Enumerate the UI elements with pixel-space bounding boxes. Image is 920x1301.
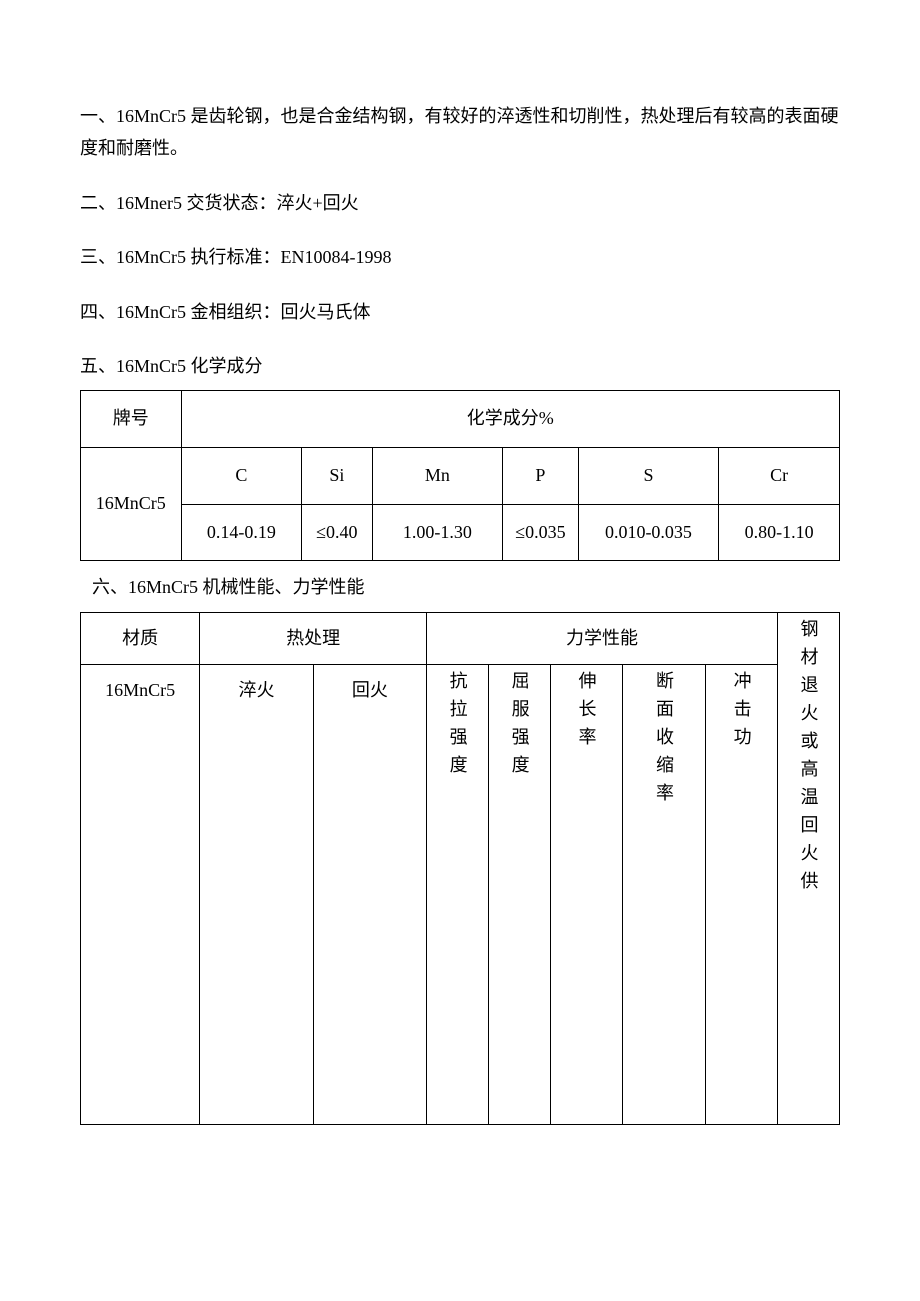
cell-elongation: 伸长率 xyxy=(551,665,623,1125)
table-row: 16MnCr5 C Si Mn P S Cr xyxy=(81,447,840,504)
table-row: 牌号 化学成分% xyxy=(81,391,840,448)
cell-grade: 16MnCr5 xyxy=(81,665,200,1125)
header-heat-treatment: 热处理 xyxy=(200,612,427,665)
cell-impact: 冲击功 xyxy=(706,665,778,1125)
cell-element: C xyxy=(181,447,302,504)
cell-element: Si xyxy=(302,447,372,504)
cell-grade: 16MnCr5 xyxy=(81,447,182,560)
cell-element: Cr xyxy=(719,447,840,504)
cell-quench: 淬火 xyxy=(200,665,313,1125)
paragraph-6: 六、16MnCr5 机械性能、力学性能 xyxy=(80,571,840,603)
cell-element: P xyxy=(503,447,578,504)
paragraph-2: 二、16Mner5 交货状态：淬火+回火 xyxy=(80,187,840,219)
table-row: 16MnCr5 淬火 回火 抗拉强度 屈服强度 伸长率 断面收缩率 冲击功 xyxy=(81,665,840,1125)
chemical-composition-table: 牌号 化学成分% 16MnCr5 C Si Mn P S Cr 0.14-0.1… xyxy=(80,390,840,561)
paragraph-4: 四、16MnCr5 金相组织：回火马氏体 xyxy=(80,296,840,328)
cell-value: 0.80-1.10 xyxy=(719,504,840,561)
cell-tensile: 抗拉强度 xyxy=(427,665,489,1125)
mechanical-properties-table: 材质 热处理 力学性能 钢材退火或高温回火供 16MnCr5 淬火 回火 抗拉强… xyxy=(80,612,840,1126)
cell-element: S xyxy=(578,447,719,504)
table-row: 材质 热处理 力学性能 钢材退火或高温回火供 xyxy=(81,612,840,665)
header-steel-state: 钢材退火或高温回火供 xyxy=(777,612,839,1125)
cell-area-reduction: 断面收缩率 xyxy=(622,665,706,1125)
cell-temper: 回火 xyxy=(313,665,426,1125)
cell-value: ≤0.40 xyxy=(302,504,372,561)
paragraph-1: 一、16MnCr5 是齿轮钢，也是合金结构钢，有较好的淬透性和切削性，热处理后有… xyxy=(80,100,840,165)
table-row: 0.14-0.19 ≤0.40 1.00-1.30 ≤0.035 0.010-0… xyxy=(81,504,840,561)
cell-value: 1.00-1.30 xyxy=(372,504,503,561)
header-grade: 牌号 xyxy=(81,391,182,448)
cell-value: 0.14-0.19 xyxy=(181,504,302,561)
cell-yield: 屈服强度 xyxy=(489,665,551,1125)
header-composition: 化学成分% xyxy=(181,391,839,448)
cell-element: Mn xyxy=(372,447,503,504)
header-mechanical: 力学性能 xyxy=(427,612,778,665)
paragraph-5: 五、16MnCr5 化学成分 xyxy=(80,350,840,382)
header-material: 材质 xyxy=(81,612,200,665)
cell-value: ≤0.035 xyxy=(503,504,578,561)
paragraph-3: 三、16MnCr5 执行标准：EN10084-1998 xyxy=(80,241,840,273)
cell-value: 0.010-0.035 xyxy=(578,504,719,561)
